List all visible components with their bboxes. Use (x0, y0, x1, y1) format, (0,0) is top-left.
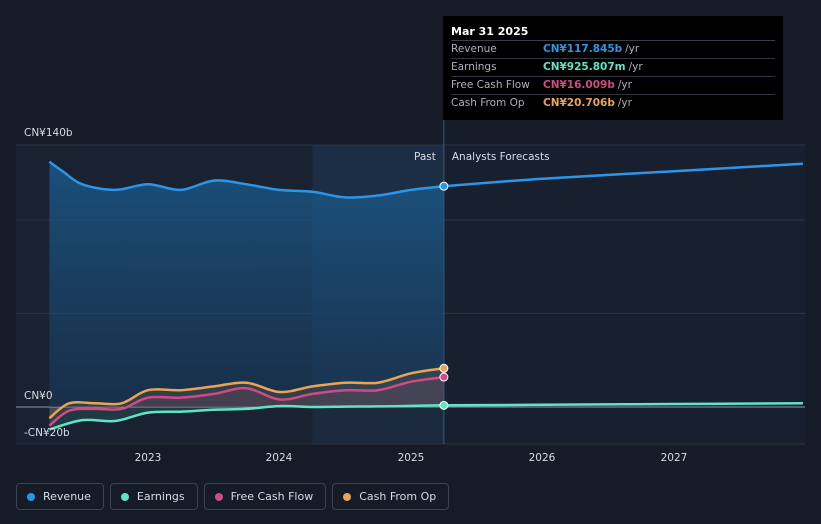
legend-item-revenue[interactable]: Revenue (16, 483, 104, 510)
x-tick-label: 2027 (661, 452, 688, 464)
earnings-dot-icon (120, 492, 129, 501)
revenue-forecast-line (443, 162, 803, 188)
revenue-line (48, 160, 445, 199)
tooltip-label: Cash From Op (451, 97, 525, 109)
legend-item-cash-from-op[interactable]: Cash From Op (332, 483, 450, 510)
legend-label: Earnings (136, 490, 185, 503)
tooltip-row-earnings: Earnings CN¥925.807m /yr (451, 59, 775, 77)
tooltip-row-cash-from-op: Cash From Op CN¥20.706b /yr (451, 95, 775, 112)
tooltip-unit: /yr (628, 61, 643, 73)
x-tick-label: 2025 (398, 452, 425, 464)
x-tick-label: 2023 (135, 452, 162, 464)
tooltip-unit: /yr (617, 97, 632, 109)
free-cash-flow-line (48, 375, 445, 427)
revenue-point (439, 181, 449, 191)
tooltip-unit: /yr (617, 79, 632, 91)
legend-label: Free Cash Flow (230, 490, 314, 503)
hover-tooltip: Mar 31 2025 Revenue CN¥117.845b /yr Earn… (443, 16, 783, 120)
free-cash-flow-point (439, 372, 449, 382)
y-tick-label: CN¥140b (24, 127, 73, 139)
legend-item-free-cash-flow[interactable]: Free Cash Flow (203, 483, 327, 510)
y-tick-label: CN¥0 (24, 390, 53, 402)
y-tick-label: -CN¥20b (24, 427, 70, 439)
forecast-region (443, 145, 805, 444)
past-label: Past (414, 151, 436, 163)
free-cash-flow-dot-icon (214, 492, 223, 501)
tooltip-date: Mar 31 2025 (451, 23, 775, 41)
tooltip-value: CN¥925.807m (543, 61, 626, 73)
tooltip-label: Earnings (451, 61, 497, 73)
earnings-point (439, 400, 449, 410)
tooltip-label: Revenue (451, 43, 497, 55)
cash-from-op-point (439, 363, 449, 373)
chart-legend: Revenue Earnings Free Cash Flow Cash Fro… (16, 483, 450, 510)
legend-item-earnings[interactable]: Earnings (109, 483, 198, 510)
earnings-forecast-line (443, 402, 803, 407)
tooltip-value: CN¥16.009b (543, 79, 615, 91)
cash-from-op-dot-icon (343, 492, 352, 501)
revenue-area (49, 161, 444, 407)
free-cash-flow-area (49, 377, 444, 426)
tooltip-unit: /yr (625, 43, 640, 55)
x-tick-label: 2026 (529, 452, 556, 464)
tooltip-label: Free Cash Flow (451, 79, 530, 91)
forecast-label: Analysts Forecasts (452, 151, 550, 163)
tooltip-row-revenue: Revenue CN¥117.845b /yr (451, 41, 775, 59)
tooltip-value: CN¥20.706b (543, 97, 615, 109)
legend-label: Cash From Op (359, 490, 437, 503)
tooltip-value: CN¥117.845b (543, 43, 623, 55)
tooltip-row-free-cash-flow: Free Cash Flow CN¥16.009b /yr (451, 77, 775, 95)
revenue-dot-icon (27, 492, 35, 501)
cash-from-op-line (48, 367, 445, 420)
legend-label: Revenue (43, 490, 91, 503)
x-tick-label: 2024 (266, 452, 293, 464)
earnings-line (49, 404, 444, 431)
